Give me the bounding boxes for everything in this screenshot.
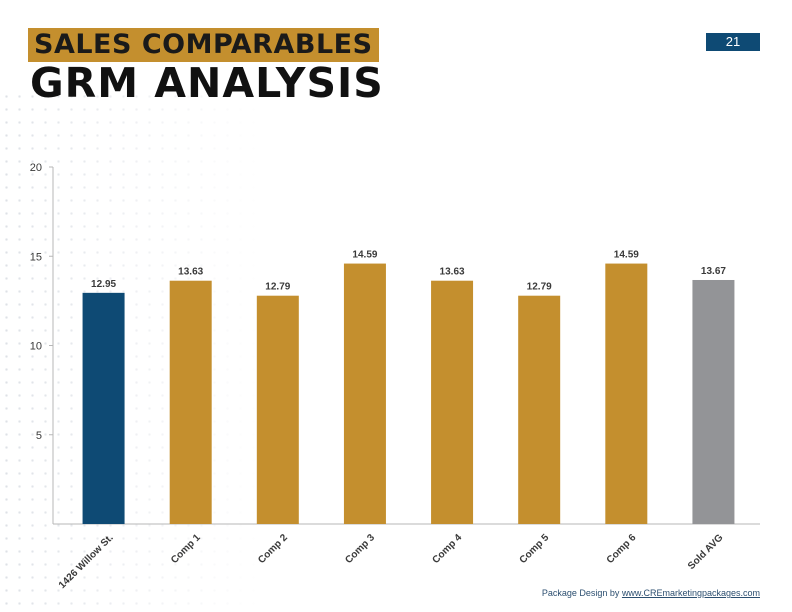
y-tick-label: 15 [30,251,42,263]
bar [256,295,299,524]
bar-value-label: 13.63 [178,267,203,278]
bar [343,263,386,524]
bar-value-label: 13.63 [440,267,465,278]
x-category-label: Comp 1 [169,532,203,566]
bar [169,280,212,524]
bar-value-label: 14.59 [352,250,377,261]
page-title: GRM ANALYSIS [30,59,384,107]
footer-link[interactable]: www.CREmarketingpackages.com [621,588,760,598]
bar [518,295,561,524]
x-category-label: Comp 3 [343,532,377,566]
x-category-label: 1426 Willow St. [57,532,116,591]
bar [82,292,125,524]
y-tick-label: 5 [36,430,42,442]
section-kicker: SALES COMPARABLES [28,28,379,62]
y-tick-label: 10 [30,341,42,353]
bar-value-label: 12.79 [527,282,552,293]
page-number-badge: 21 [706,33,760,51]
x-category-label: Sold AVG [686,532,726,572]
bar-value-label: 12.79 [265,282,290,293]
bar [605,263,648,524]
x-category-label: Comp 4 [430,532,464,566]
y-tick-label: 20 [30,162,42,174]
footer-credit: Package Design by www.CREmarketingpackag… [542,588,760,598]
bar-value-label: 14.59 [614,250,639,261]
bar [431,280,474,524]
bar-value-label: 13.67 [701,266,726,277]
footer-credit-text: Package Design by [541,588,622,598]
x-category-label: Comp 2 [256,532,290,566]
bar [692,279,735,524]
bar-value-label: 12.95 [91,279,116,290]
x-category-label: Comp 6 [605,532,639,566]
x-category-label: Comp 5 [518,532,552,566]
